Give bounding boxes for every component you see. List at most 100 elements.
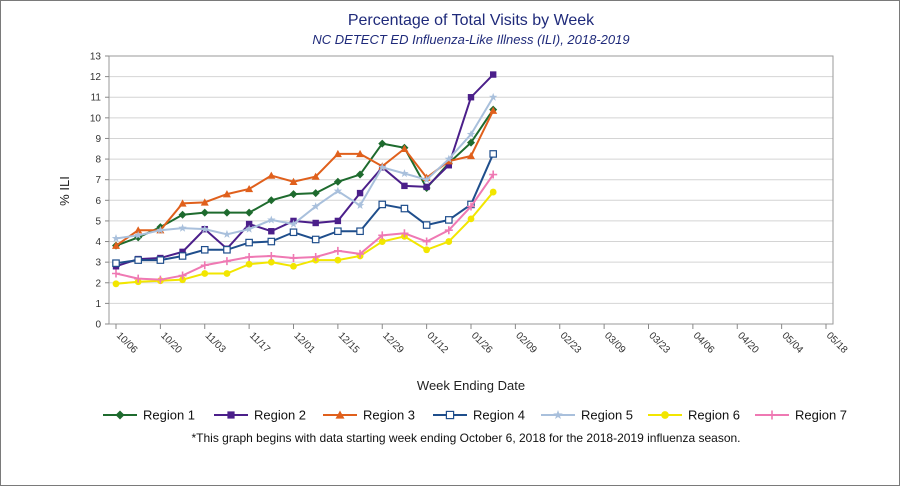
data-point bbox=[178, 252, 187, 260]
x-tick-label: 02/09 bbox=[513, 330, 539, 356]
x-tick-label: 02/23 bbox=[558, 330, 584, 356]
data-point bbox=[378, 238, 386, 245]
data-point bbox=[222, 229, 232, 238]
data-point bbox=[334, 227, 342, 236]
data-point bbox=[489, 150, 497, 158]
y-tick-label: 4 bbox=[95, 237, 101, 248]
data-point bbox=[245, 220, 253, 228]
data-point bbox=[178, 223, 187, 232]
data-point bbox=[378, 231, 387, 240]
data-point bbox=[489, 106, 498, 114]
y-tick-label: 8 bbox=[95, 155, 101, 166]
data-point bbox=[227, 411, 235, 419]
data-point bbox=[267, 215, 276, 224]
y-tick-label: 0 bbox=[95, 320, 101, 331]
y-tick-label: 11 bbox=[91, 93, 102, 104]
data-point bbox=[422, 237, 431, 246]
data-point bbox=[290, 262, 297, 270]
legend-item: Region 2 bbox=[214, 408, 306, 423]
data-point bbox=[444, 226, 453, 235]
data-point bbox=[422, 175, 431, 184]
data-point bbox=[401, 182, 408, 190]
data-point bbox=[178, 199, 187, 207]
data-point bbox=[400, 144, 409, 152]
data-point bbox=[223, 270, 231, 277]
legend-label: Region 6 bbox=[688, 408, 740, 423]
data-point bbox=[378, 139, 387, 148]
data-point bbox=[467, 202, 475, 211]
legend-item: Region 5 bbox=[541, 408, 633, 423]
data-point bbox=[312, 219, 319, 227]
x-tick-label: 05/18 bbox=[824, 330, 850, 356]
x-tick-label: 10/20 bbox=[158, 330, 184, 356]
chart-title: Percentage of Total Visits by Week bbox=[348, 12, 595, 29]
data-point bbox=[333, 186, 343, 195]
data-point bbox=[311, 172, 320, 180]
data-point bbox=[244, 224, 254, 233]
legend-label: Region 4 bbox=[473, 408, 525, 423]
data-point bbox=[334, 217, 342, 225]
data-point bbox=[445, 162, 453, 169]
legend-item: Region 3 bbox=[323, 408, 415, 423]
data-point bbox=[467, 215, 475, 223]
data-point bbox=[356, 227, 364, 236]
data-point bbox=[134, 274, 143, 283]
data-point bbox=[134, 256, 142, 264]
y-tick-label: 10 bbox=[90, 113, 102, 124]
x-tick-label: 12/29 bbox=[380, 330, 406, 356]
data-point bbox=[400, 204, 409, 213]
legend-label: Region 5 bbox=[581, 408, 633, 423]
data-point bbox=[400, 169, 409, 178]
legend-label: Region 1 bbox=[143, 408, 195, 423]
data-point bbox=[222, 208, 231, 217]
series-region-3 bbox=[112, 106, 498, 249]
legend-label: Region 3 bbox=[363, 408, 415, 423]
data-point bbox=[289, 219, 298, 228]
data-point bbox=[489, 188, 497, 196]
data-point bbox=[267, 171, 276, 179]
data-point bbox=[111, 234, 121, 243]
x-tick-label: 04/20 bbox=[735, 330, 761, 356]
data-point bbox=[134, 226, 143, 234]
data-point bbox=[378, 162, 387, 171]
data-point bbox=[311, 202, 320, 211]
data-point bbox=[201, 270, 209, 277]
data-point bbox=[267, 237, 276, 246]
x-axis-ticks: 10/06 10/20 11/03 11/17 12/01 12/15 12/29 01/12… bbox=[114, 324, 850, 356]
data-point bbox=[245, 253, 254, 261]
y-tick-label: 9 bbox=[95, 134, 101, 145]
legend-label: Region 7 bbox=[795, 408, 847, 423]
data-point bbox=[356, 170, 365, 179]
data-point bbox=[333, 246, 342, 255]
data-point bbox=[178, 210, 187, 219]
data-point bbox=[200, 261, 209, 270]
data-point bbox=[489, 170, 498, 179]
data-point bbox=[356, 189, 364, 197]
data-point bbox=[179, 276, 186, 284]
series-region-6 bbox=[112, 188, 497, 288]
x-tick-label: 01/26 bbox=[469, 330, 495, 356]
data-point bbox=[222, 190, 231, 198]
data-point bbox=[245, 208, 254, 217]
data-point bbox=[467, 138, 475, 147]
data-point bbox=[112, 280, 120, 288]
x-tick-label: 11/03 bbox=[203, 330, 228, 355]
data-point bbox=[335, 410, 345, 419]
y-tick-label: 1 bbox=[95, 299, 101, 310]
y-tick-label: 2 bbox=[95, 278, 101, 289]
y-tick-label: 3 bbox=[95, 258, 101, 269]
data-point bbox=[245, 260, 253, 268]
data-point bbox=[112, 259, 120, 267]
data-point bbox=[200, 208, 209, 217]
data-point bbox=[445, 238, 453, 245]
data-point bbox=[661, 411, 669, 419]
data-point bbox=[289, 254, 298, 263]
data-point bbox=[489, 71, 497, 78]
data-point bbox=[200, 245, 209, 254]
data-point bbox=[156, 225, 165, 234]
data-point bbox=[156, 256, 165, 264]
series-layer bbox=[111, 71, 498, 288]
data-point bbox=[553, 410, 563, 419]
x-tick-label: 03/23 bbox=[646, 330, 672, 356]
